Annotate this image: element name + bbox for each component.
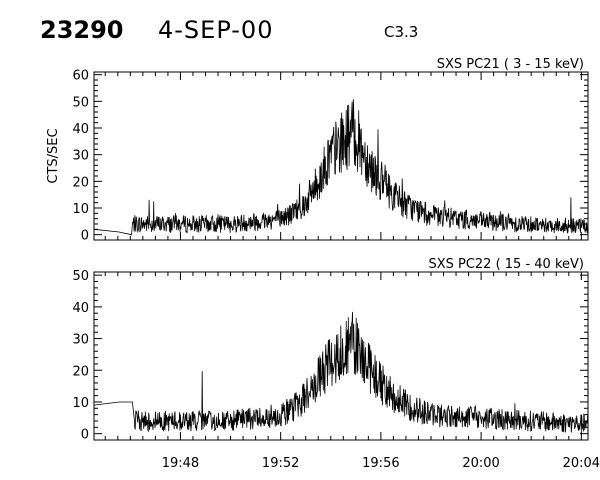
series-line-2-1 <box>93 311 589 433</box>
x-tick-label: 19:56 <box>362 456 399 471</box>
plot-frame-2 <box>93 271 589 441</box>
x-tick-label: 19:52 <box>262 456 299 471</box>
y-tick-label: 20 <box>72 364 89 379</box>
y-tick-label: 30 <box>72 333 89 348</box>
flare-class: C3.3 <box>384 23 419 41</box>
y-axis-label: CTS/SEC <box>46 128 61 183</box>
y-tick-label: 0 <box>81 229 89 244</box>
y-tick-label: 40 <box>72 301 89 316</box>
y-tick-label: 10 <box>72 202 89 217</box>
y-tick-label: 40 <box>72 122 89 137</box>
plot-frame-1 <box>93 71 589 241</box>
panel-title-1: SXS PC21 ( 3 - 15 keV) <box>437 57 584 72</box>
series-line-1-1 <box>93 99 589 236</box>
x-tick-label: 20:04 <box>563 456 600 471</box>
event-id: 23290 <box>40 16 124 44</box>
panel-title-2: SXS PC22 ( 15 - 40 keV) <box>428 257 584 272</box>
event-date: 4-SEP-00 <box>158 16 274 44</box>
y-tick-label: 50 <box>72 269 89 284</box>
y-tick-label: 0 <box>81 428 89 443</box>
y-tick-label: 20 <box>72 175 89 190</box>
y-tick-label: 10 <box>72 396 89 411</box>
y-tick-label: 60 <box>72 69 89 84</box>
x-tick-label: 19:48 <box>162 456 199 471</box>
x-tick-label: 20:00 <box>462 456 499 471</box>
y-tick-label: 30 <box>72 149 89 164</box>
y-tick-label: 50 <box>72 95 89 110</box>
